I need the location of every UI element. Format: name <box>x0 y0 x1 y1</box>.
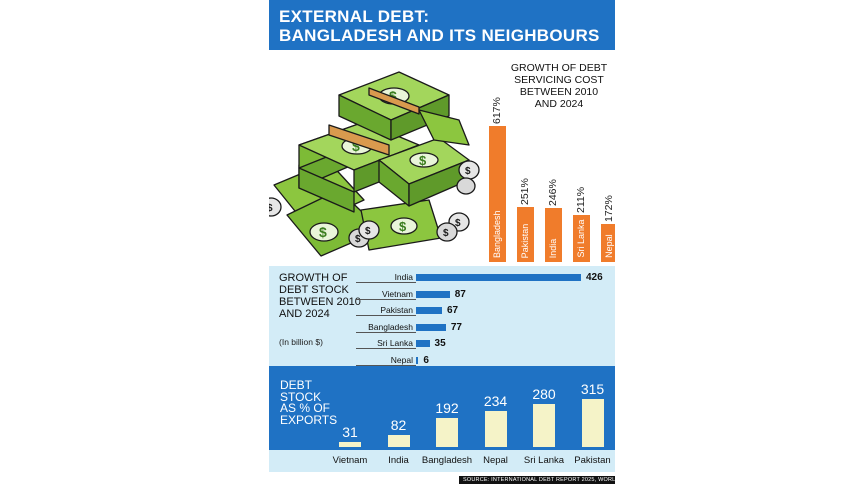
stock-value-label: 35 <box>434 338 446 349</box>
exports-bar <box>533 404 555 447</box>
svg-text:$: $ <box>419 153 427 168</box>
title-line-1: EXTERNAL DEBT: <box>279 7 430 26</box>
exports-value-label: 234 <box>483 393 508 410</box>
servicing-category-label: Sri Lanka <box>576 219 586 258</box>
servicing-title-line: AND 2024 <box>534 98 584 110</box>
servicing-bar <box>601 224 615 262</box>
exports-bar <box>387 434 410 447</box>
servicing-category-label: Pakistan <box>520 223 530 258</box>
servicing-title-line: GROWTH OF DEBT <box>510 62 608 74</box>
stock-title-line: AND 2024 <box>279 308 330 320</box>
stock-category-label: Pakistan <box>380 305 413 315</box>
servicing-value-label: 172% <box>603 195 615 223</box>
servicing-category-label: Bangladesh <box>492 210 502 258</box>
exports-bar <box>484 411 507 447</box>
svg-text:$: $ <box>443 228 449 239</box>
header-banner <box>269 0 615 50</box>
servicing-title-line: SERVICING COST <box>514 74 604 86</box>
servicing-chart-title: GROWTH OF DEBT SERVICING COST BETWEEN 20… <box>507 62 611 110</box>
svg-text:$: $ <box>319 224 327 240</box>
svg-text:$: $ <box>269 203 273 214</box>
servicing-value-label: 246% <box>547 178 559 206</box>
exports-category-axis <box>269 450 615 472</box>
exports-title-line: STOCK <box>280 389 322 404</box>
stock-bar <box>416 290 450 298</box>
money-stacks-illustration: $ $ $ $ $ $ $ <box>269 71 480 257</box>
stock-title-line: BETWEEN 2010 <box>279 296 361 308</box>
svg-text:$: $ <box>455 218 461 229</box>
exports-value-label: 315 <box>580 381 605 397</box>
exports-category-label: Nepal <box>483 455 508 466</box>
stock-leader-line <box>356 348 416 349</box>
exports-category-label: Bangladesh <box>421 455 473 466</box>
stock-leader-line <box>356 364 416 366</box>
stock-leader-line <box>356 298 416 300</box>
debt-stock-section <box>269 266 615 366</box>
exports-bar <box>436 417 458 447</box>
exports-title-line: EXPORTS <box>280 412 338 427</box>
exports-value-label: 280 <box>532 386 556 403</box>
stock-title-line: GROWTH OF <box>279 272 348 284</box>
stock-value-label: 77 <box>450 321 462 333</box>
stock-category-label: Bangladesh <box>368 321 413 332</box>
stock-value-label: 67 <box>446 305 459 316</box>
exports-category-label: India <box>388 455 409 466</box>
exports-bar <box>581 399 604 447</box>
stock-bar <box>416 274 581 281</box>
stock-value-label: 6 <box>423 354 429 366</box>
servicing-bar <box>489 126 506 262</box>
exports-title-line: AS % OF <box>280 401 331 415</box>
exports-value-label: 31 <box>342 424 358 441</box>
stock-leader-line <box>356 282 416 283</box>
stock-value-label: 426 <box>586 272 603 283</box>
stock-leader-line <box>356 331 416 333</box>
exports-category-label: Sri Lanka <box>523 455 565 466</box>
svg-text:$: $ <box>352 138 360 154</box>
svg-text:$: $ <box>355 234 361 245</box>
debt-stock-chart-title: GROWTH OF DEBT STOCK BETWEEN 2010 AND 20… <box>279 272 361 320</box>
title-line-2: BANGLADESH AND ITS NEIGHBOURS <box>279 26 600 45</box>
source-note: SOURCE: INTERNATIONAL DEBT REPORT 2025, … <box>459 476 615 484</box>
debt-exports-chart-title: DEBT STOCK AS % OF EXPORTS <box>280 378 338 427</box>
stock-leader-line <box>356 315 416 316</box>
stock-bar <box>416 307 442 314</box>
servicing-value-label: 251% <box>519 177 531 205</box>
exports-value-label: 82 <box>390 416 407 433</box>
servicing-bar <box>545 207 562 262</box>
exports-title-line: DEBT <box>280 378 313 392</box>
stock-category-label: India <box>394 272 413 282</box>
stock-bar <box>416 340 430 347</box>
servicing-value-label: 617% <box>491 97 503 124</box>
stock-bar <box>416 356 419 364</box>
stock-category-label: Vietnam <box>381 288 413 299</box>
exports-bar <box>339 442 361 447</box>
stock-title-line: DEBT STOCK <box>279 284 349 296</box>
servicing-category-label: India <box>548 238 558 258</box>
stock-value-label: 87 <box>454 288 466 300</box>
exports-category-label: Vietnam <box>332 455 368 466</box>
stock-bar <box>416 323 446 331</box>
stock-category-label: Sri Lanka <box>377 338 413 348</box>
stock-category-label: Nepal <box>390 354 413 365</box>
svg-text:$: $ <box>365 226 371 237</box>
infographic-poster: EXTERNAL DEBT: BANGLADESH AND ITS NEIGHB… <box>269 0 615 484</box>
exports-category-label: Pakistan <box>574 455 611 466</box>
servicing-bar <box>517 206 534 262</box>
svg-text:$: $ <box>465 166 471 177</box>
exports-value-label: 192 <box>435 399 459 416</box>
servicing-category-label: Nepal <box>604 234 614 258</box>
servicing-value-label: 211% <box>575 187 587 214</box>
debt-stock-unit: (In billion $) <box>279 337 323 347</box>
svg-text:$: $ <box>399 219 407 234</box>
svg-text:$: $ <box>389 88 397 104</box>
servicing-title-line: BETWEEN 2010 <box>519 86 599 98</box>
servicing-bar <box>573 215 590 262</box>
